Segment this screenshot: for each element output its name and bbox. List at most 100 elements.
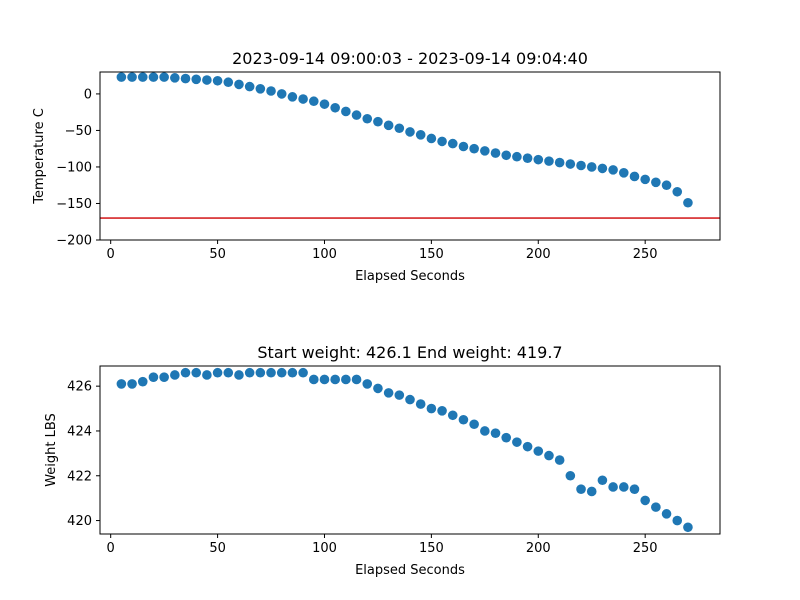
weight-data-point — [672, 515, 683, 526]
temperature-plot: 2023-09-14 09:00:03 - 2023-09-14 09:04:4… — [32, 49, 721, 284]
weight-data-point — [522, 441, 533, 452]
weight-data-point — [469, 419, 479, 430]
temperature-data-point — [586, 162, 597, 172]
temperature-data-point — [191, 74, 202, 85]
temperature-data-point — [683, 197, 693, 208]
weight-data-point — [383, 388, 394, 398]
weight-data-point — [651, 502, 661, 512]
temperature-data-point — [383, 120, 394, 131]
weight-data-point — [490, 428, 501, 439]
weight-data-point — [437, 406, 447, 416]
weight-x-axis-label: Elapsed Seconds — [355, 563, 465, 578]
weight-data-point — [116, 379, 127, 389]
weight-data-point — [298, 367, 308, 378]
temperature-data-point — [405, 127, 415, 137]
temperature-data-point — [116, 72, 127, 82]
weight-data-point — [405, 394, 415, 405]
temperature-y-ticks: −200 −150 −100 −50 0 — [56, 87, 100, 249]
temperature-plot-title: 2023-09-14 09:00:03 - 2023-09-14 09:04:4… — [232, 49, 588, 68]
weight-data-point — [287, 367, 298, 378]
temperature-data-point — [501, 150, 512, 161]
temperature-data-point — [319, 99, 330, 109]
weight-data-point — [426, 403, 437, 414]
temperature-plot-frame — [99, 71, 721, 241]
weight-data-point — [202, 370, 212, 380]
temperature-y-axis-label: Temperature C — [32, 108, 47, 205]
weight-data-point — [276, 367, 287, 378]
temperature-data-point — [298, 94, 308, 104]
weight-data-point — [629, 484, 640, 495]
weight-y-tick-label: 420 — [67, 514, 92, 529]
weight-data-point — [544, 450, 554, 461]
weight-data-point — [512, 437, 522, 447]
weight-y-ticks: 420 422 424 426 — [67, 380, 100, 529]
temperature-data-point — [180, 73, 191, 84]
temperature-data-point — [597, 163, 608, 174]
weight-x-tick-label: 150 — [419, 541, 444, 556]
weight-data-point — [255, 367, 266, 378]
temperature-y-tick-label: −200 — [56, 234, 92, 249]
weight-data-point — [447, 410, 458, 421]
temperature-data-point — [554, 157, 565, 168]
temperature-data-point — [148, 72, 159, 82]
weight-data-point — [608, 482, 618, 492]
temperature-y-tick-label: 0 — [84, 87, 92, 102]
temperature-data-point — [618, 168, 629, 178]
temperature-data-point — [308, 96, 319, 107]
weight-data-point — [480, 426, 490, 436]
weight-data-point — [362, 379, 373, 389]
weight-data-point — [234, 370, 244, 380]
weight-data-point — [212, 367, 223, 378]
temperature-data-point — [234, 79, 244, 90]
weight-data-point — [308, 374, 319, 385]
weight-x-tick-label: 250 — [633, 541, 658, 556]
temperature-x-tick-label: 0 — [107, 247, 115, 262]
weight-data-point — [244, 367, 255, 378]
temperature-data-point — [608, 165, 618, 175]
temperature-data-point — [415, 130, 426, 140]
weight-data-point — [501, 432, 512, 443]
temperature-x-tick-label: 50 — [209, 247, 226, 262]
weight-data-point — [415, 399, 426, 409]
temperature-data-point — [426, 133, 437, 144]
weight-y-tick-label: 426 — [67, 380, 92, 395]
weight-data-point — [127, 379, 137, 389]
temperature-data-point — [223, 77, 234, 88]
temperature-data-point — [512, 151, 522, 162]
weight-data-point — [394, 390, 405, 400]
temperature-data-point — [351, 110, 362, 120]
weight-data-point — [223, 367, 234, 378]
weight-data-point — [554, 455, 565, 465]
weight-data-point — [180, 367, 191, 378]
temperature-data-point — [394, 123, 405, 134]
weight-x-tick-label: 0 — [107, 541, 115, 556]
weight-y-axis-label: Weight LBS — [44, 413, 59, 487]
weight-data-point — [148, 372, 159, 383]
weight-data-point — [586, 486, 597, 497]
temperature-points — [116, 72, 693, 208]
temperature-data-point — [137, 72, 148, 82]
temperature-data-point — [373, 116, 383, 127]
temperature-data-point — [202, 75, 212, 85]
temperature-y-tick-label: −150 — [56, 197, 92, 212]
weight-y-tick-label: 422 — [67, 469, 92, 484]
temperature-x-tick-label: 250 — [633, 247, 658, 262]
temperature-y-tick-label: −100 — [56, 160, 92, 175]
weight-x-ticks: 0 50 100 150 200 250 — [107, 534, 658, 556]
temperature-data-point — [127, 72, 137, 82]
temperature-data-point — [522, 153, 533, 163]
temperature-data-point — [565, 159, 576, 169]
weight-data-point — [458, 414, 469, 425]
temperature-data-point — [159, 72, 169, 82]
temperature-data-point — [276, 89, 287, 99]
weight-data-point — [661, 509, 672, 519]
temperature-data-point — [255, 84, 266, 94]
temperature-data-point — [469, 143, 479, 154]
temperature-data-point — [266, 86, 276, 96]
weight-data-point — [330, 374, 340, 385]
temperature-x-ticks: 0 50 100 150 200 250 — [107, 240, 658, 262]
weight-data-point — [640, 495, 650, 506]
temperature-data-point — [447, 138, 458, 149]
weight-data-point — [683, 522, 693, 533]
